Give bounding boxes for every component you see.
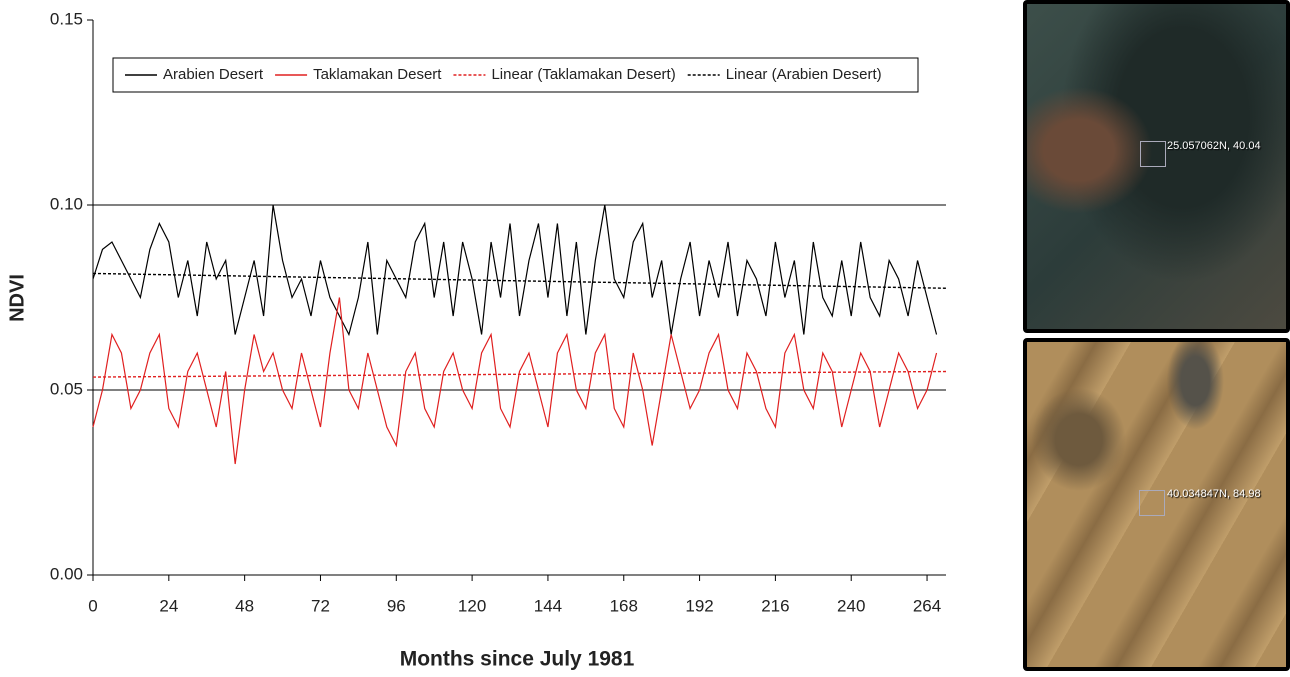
y-tick-label: 0.05 bbox=[50, 379, 83, 398]
x-axis-label: Months since July 1981 bbox=[400, 648, 635, 671]
x-tick-label: 240 bbox=[837, 596, 865, 615]
trend-line bbox=[92, 370, 947, 378]
x-tick-label: 48 bbox=[235, 596, 254, 615]
x-tick-label: 144 bbox=[534, 596, 562, 615]
legend-box bbox=[112, 57, 919, 93]
x-tick-label: 24 bbox=[159, 596, 178, 615]
x-tick-label: 0 bbox=[88, 596, 97, 615]
coordinate-label: 25.057062N, 40.04 bbox=[1167, 140, 1261, 152]
chart: NDVI Months since July 1981 0.00 0.05 0.10… bbox=[6, 9, 947, 671]
satellite-image-arabia: 25.057062N, 40.04 bbox=[1023, 0, 1290, 333]
series-line bbox=[92, 204, 938, 337]
x-tick-label: 216 bbox=[761, 596, 789, 615]
x-tick-label: 192 bbox=[685, 596, 713, 615]
x-tick-label: 264 bbox=[913, 596, 941, 615]
series-line bbox=[92, 297, 938, 465]
legend-label: Taklamakan Desert bbox=[313, 66, 442, 83]
legend-label: Linear (Taklamakan Desert) bbox=[491, 66, 675, 83]
trend-line bbox=[92, 272, 947, 289]
x-tick-label: 96 bbox=[387, 596, 406, 615]
crosshair bbox=[1140, 141, 1166, 167]
y-tick-label: 0.00 bbox=[50, 564, 83, 583]
x-tick-label: 72 bbox=[311, 596, 330, 615]
y-tick-label: 0.15 bbox=[50, 9, 83, 28]
y-tick-label: 0.10 bbox=[50, 194, 83, 213]
crosshair bbox=[1139, 490, 1165, 516]
legend-label: Linear (Arabien Desert) bbox=[726, 66, 882, 83]
coordinate-label: 40.034847N, 84.98 bbox=[1167, 488, 1261, 500]
x-tick-label: 168 bbox=[610, 596, 638, 615]
legend-label: Arabien Desert bbox=[163, 66, 264, 83]
y-axis-label: NDVI bbox=[6, 274, 28, 322]
satellite-image-taklamakan: 40.034847N, 84.98 bbox=[1023, 338, 1290, 671]
x-tick-label: 120 bbox=[458, 596, 486, 615]
